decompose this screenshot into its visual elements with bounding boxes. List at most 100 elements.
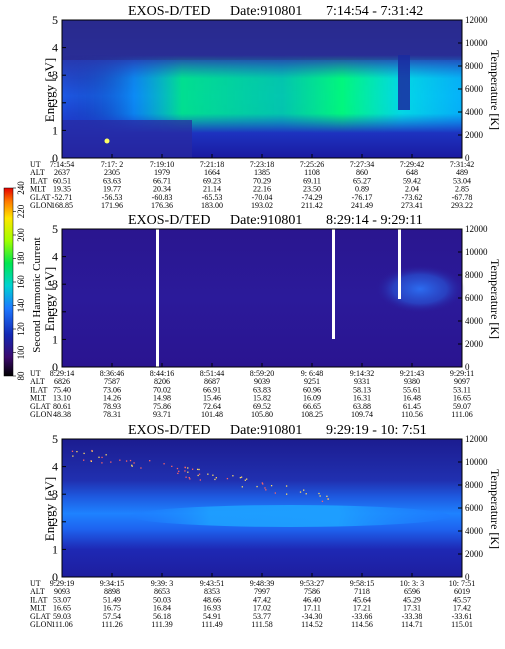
panel-3-ephemeris-cell: 45.29 (403, 595, 421, 604)
panel-2-ephemeris-cell: 48.38 (53, 410, 71, 419)
panel-3-ephemeris-cell: 17.31 (403, 604, 421, 613)
panel-3-speckle-dot (187, 467, 189, 469)
panel-1-bright-spot (104, 138, 110, 144)
panel-3-speckle-dot (187, 471, 189, 473)
panel-3-ephemeris-cell: 10: 3: 3 (400, 579, 424, 588)
panel-3-speckle-dot (327, 498, 329, 500)
panel-3-ephemeris-cell: 17.42 (453, 604, 471, 613)
panel-1-ephemeris-cell: 69.23 (203, 176, 221, 185)
panel-1-ephemeris-cell: 0.89 (355, 185, 369, 194)
panel-3-ephemeris-cell: 6019 (454, 587, 470, 596)
panel-3-ephemeris-cell: 8898 (104, 587, 120, 596)
panel-1-ephemeris-cell: 489 (456, 168, 468, 177)
panel-3-speckle-dot (72, 455, 74, 457)
panel-3-ephemeris-cell: 9:29:19 (50, 579, 74, 588)
panel-1-ephemeris-cell: -60.83 (152, 193, 173, 202)
panel-1-ephemeris-cell: -76.17 (352, 193, 373, 202)
panel-3-speckle-dot (244, 479, 246, 481)
panel-2-ephemeris-cell: 101.48 (201, 410, 223, 419)
panel-3-speckle-dot (105, 454, 107, 456)
panel-2-ephemeris-cell: 66.91 (203, 385, 221, 394)
panel-2-ephemeris-cell: 15.82 (253, 394, 271, 403)
panel-1-ephemeris-row-label: GLAT (30, 193, 51, 202)
panel-3-ephemeris-row-label: GLAT (30, 612, 51, 621)
panel-3-speckle-dot (196, 468, 199, 471)
panel-3-rtick-label: 4000 (465, 526, 484, 536)
panel-2-ephemeris-cell: 8:59:20 (250, 369, 274, 378)
panel-2-ephemeris-row-label: GLON (30, 410, 52, 419)
panel-3-rtick-label: 2000 (465, 549, 484, 559)
panel-1-ephemeris-cell: 66.71 (153, 176, 171, 185)
panel-3-speckle-dot (226, 477, 229, 480)
panel-1-ephemeris-row-label: MLT (30, 185, 46, 194)
panel-1-ephemeris-cell: 60.51 (53, 176, 71, 185)
panel-3-speckle-dot (98, 456, 100, 458)
panel-1-rtick-label: 4000 (465, 107, 484, 117)
panel-3-ephemeris-cell: 9:39: 3 (151, 579, 173, 588)
panel-3-speckle-dot (188, 476, 190, 479)
panel-3-ephemeris-cell: 47.42 (253, 595, 271, 604)
panel-3-speckle-dot (256, 485, 258, 488)
panel-2-ephemeris-cell: 9:21:43 (400, 369, 424, 378)
panel-3-ephemeris-cell: 7586 (304, 587, 320, 596)
panel-3-speckle-dot (163, 463, 165, 465)
panel-3-speckle-dot (140, 467, 142, 469)
panel-3-speckle-dot (207, 473, 209, 475)
panel-3-speckle-dot (215, 477, 218, 479)
panel-3-ephemeris-cell: 17.21 (353, 604, 371, 613)
panel-1-ephemeris-cell: 7:14:54 (50, 160, 74, 169)
panel-1-ephemeris-cell: 1979 (154, 168, 170, 177)
panel-2-ephemeris-cell: 53.11 (453, 385, 471, 394)
panel-3-speckle-dot (71, 450, 74, 452)
panel-2-ephemeris-cell: 9:14:32 (350, 369, 374, 378)
panel-3-speckle-dot (285, 485, 288, 487)
panel-3-speckle-dot (239, 477, 242, 479)
panel-3-ephemeris-cell: 6596 (404, 587, 420, 596)
panel-3-ephemeris-cell: -33.61 (452, 612, 473, 621)
panel-1-rtick-label: 6000 (465, 84, 484, 94)
panel-3-ytick-label: 4 (52, 460, 58, 474)
panel-1-rtick-label: 2000 (465, 130, 484, 140)
panel-2-ephemeris-row-label: GLAT (30, 402, 51, 411)
panel-3-speckle-dot (241, 486, 243, 488)
panel-2-ephemeris-cell: 70.02 (153, 385, 171, 394)
panel-3-speckle-dot (131, 464, 133, 466)
panel-1-ephemeris-cell: 21.14 (203, 185, 221, 194)
panel-3-ephemeris-cell: 16.84 (153, 604, 171, 613)
panel-3-ephemeris-cell: 9:34:15 (100, 579, 124, 588)
panel-1-ephemeris-cell: -74.29 (302, 193, 323, 202)
panel-3-ephemeris-cell: 9:53:27 (300, 579, 324, 588)
panel-3-ephemeris-cell: -33.38 (402, 612, 423, 621)
panel-3-energy-band (130, 505, 450, 527)
panel-2-ephemeris-cell: 59.07 (453, 402, 471, 411)
panel-2-ephemeris-cell: 6826 (54, 377, 70, 386)
panel-2-temperature-axis: 0 2000 4000 6000 8000 10000 12000 (458, 224, 488, 372)
panel-3-ephemeris-cell: 59.03 (53, 612, 71, 621)
panel-1-ephemeris-cell: 176.36 (151, 201, 173, 210)
panel-3-speckle-dot (176, 467, 179, 470)
panel-3-ephemeris-row-label: GLON (30, 620, 52, 629)
panel-3-ephemeris-cell: 10: 7:51 (449, 579, 475, 588)
panel-3-ephemeris-cell: 54.91 (203, 612, 221, 621)
panel-3-speckle-dot (110, 461, 112, 463)
panel-3-ephemeris-cell: 115.01 (451, 620, 473, 629)
panel-1-ephemeris-cell: 860 (356, 168, 368, 177)
panel-3-speckle-dot (262, 483, 264, 485)
panel-3-speckle-dot (326, 495, 328, 498)
panel-1-ephemeris-cell: 1385 (254, 168, 270, 177)
panel-3-ephemeris-cell: 111.26 (101, 620, 122, 629)
panel-2-data-gap-3 (398, 229, 401, 299)
panel-1-ephemeris-cell: 211.42 (301, 201, 323, 210)
panel-3-ephemeris-cell: 9:43:51 (200, 579, 224, 588)
panel-3-speckle-dot (191, 468, 194, 470)
panel-3-ephemeris-cell: -33.66 (352, 612, 373, 621)
panel-3-ephemeris-cell: 45.64 (353, 595, 371, 604)
colorbar-label: Second Harmonic Current (31, 237, 43, 352)
panel-3: EXOS-D/TED Date:910801 9:29:19 - 10: 7:5… (30, 423, 502, 629)
panel-3-speckle-dot (189, 478, 191, 480)
panel-1-ephemeris-cell: 7:25:26 (300, 160, 324, 169)
panel-1-ephemeris-cell: -73.62 (402, 193, 423, 202)
panel-3-speckle-dot (232, 475, 234, 477)
panel-1-ephemeris-cell: 22.16 (253, 185, 271, 194)
